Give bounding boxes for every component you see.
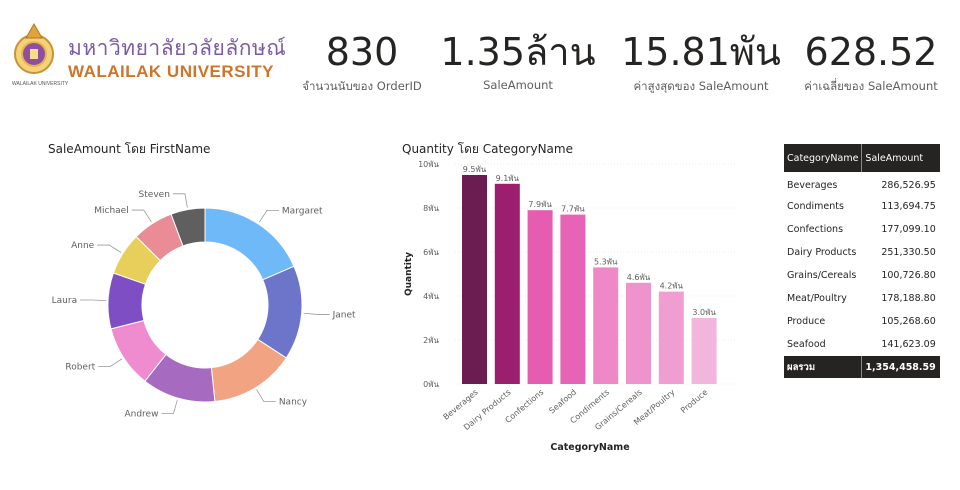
donut-chart[interactable]: Margaret Janet Nancy Andrew Robert Laura Anne M…: [40, 165, 360, 425]
kpi-card-avg-sale-amount[interactable]: 628.52 ค่าเฉลี่ยของ SaleAmount: [792, 30, 950, 96]
kpi-card-order-count[interactable]: 830 จำนวนนับของ OrderID: [300, 30, 424, 96]
donut-leader-line: [256, 389, 276, 402]
sale-amount-cell: 141,623.09: [881, 339, 936, 350]
bar-data-label: 7.7พัน: [561, 205, 585, 214]
sales-table[interactable]: CategoryName SaleAmount Beverages 286,526…: [784, 144, 940, 378]
donut-label-steven: Steven: [139, 190, 170, 200]
donut-slice-margaret[interactable]: [204, 207, 295, 281]
x-tick-label: Produce: [679, 388, 709, 416]
category-cell: Dairy Products: [787, 247, 857, 258]
table-row[interactable]: Beverages 286,526.95: [784, 172, 940, 195]
table-row[interactable]: Produce 105,268.60: [784, 310, 940, 333]
bar-data-label: 4.6พัน: [627, 273, 651, 282]
bar-grains-cereals[interactable]: [626, 282, 651, 384]
bar-chart-title: Quantity โดย CategoryName: [402, 142, 573, 156]
table-row[interactable]: Confections 177,099.10: [784, 218, 940, 241]
kpi-label: ค่าเฉลี่ยของ SaleAmount: [804, 79, 938, 93]
donut-chart-title: SaleAmount โดย FirstName: [48, 142, 211, 156]
table-row[interactable]: Dairy Products 251,330.50: [784, 241, 940, 264]
donut-label-robert: Robert: [65, 362, 95, 372]
column-header-category[interactable]: CategoryName: [784, 144, 862, 172]
donut-slice-steven[interactable]: [170, 207, 206, 247]
bar-seafood[interactable]: [560, 214, 586, 384]
category-cell: Seafood: [787, 339, 826, 350]
kpi-card-max-sale-amount[interactable]: 15.81พัน ค่าสูงสุดของ SaleAmount: [614, 30, 788, 96]
donut-label-margaret: Margaret: [282, 206, 323, 216]
category-cell: Grains/Cereals: [787, 270, 857, 281]
column-header-sale-amount[interactable]: SaleAmount: [861, 144, 940, 172]
sale-amount-cell: 100,726.80: [881, 270, 936, 281]
table-row[interactable]: Seafood 141,623.09: [784, 333, 940, 356]
sale-amount-cell: 178,188.80: [881, 293, 936, 304]
total-value: 1,354,458.59: [861, 356, 940, 378]
donut-label-janet: Janet: [332, 310, 356, 320]
bar-data-label: 3.0พัน: [692, 308, 716, 317]
y-tick-label: 0พัน: [423, 380, 439, 389]
logo-english-text: WALAILAK UNIVERSITY: [68, 62, 274, 81]
y-tick-label: 10พัน: [418, 160, 439, 169]
donut-leader-line: [80, 299, 107, 302]
total-label: ผลรวม: [784, 356, 862, 378]
bar-data-label: 4.2พัน: [660, 282, 684, 291]
donut-leader-line: [131, 209, 152, 223]
bar-dairy-products[interactable]: [494, 183, 520, 384]
donut-leader-line: [98, 358, 123, 367]
bar-condiments[interactable]: [593, 267, 619, 384]
category-cell: Produce: [787, 316, 826, 327]
kpi-value: 628.52: [804, 30, 938, 74]
x-axis-label: CategoryName: [550, 442, 629, 453]
y-tick-label: 8พัน: [423, 204, 439, 213]
university-seal-icon: [14, 22, 54, 74]
donut-leader-line: [303, 312, 330, 315]
logo-seal-caption: WALAILAK UNIVERSITY: [12, 81, 69, 87]
bar-beverages[interactable]: [462, 175, 487, 384]
donut-leader-line: [172, 193, 188, 208]
donut-label-michael: Michael: [94, 206, 128, 216]
donut-label-laura: Laura: [52, 296, 77, 306]
y-tick-label: 4พัน: [423, 292, 439, 301]
university-logo: มหาวิทยาลัยวลัยลักษณ์ WALAILAK UNIVERSIT…: [8, 18, 298, 98]
bar-data-label: 9.5พัน: [463, 165, 487, 174]
donut-label-nancy: Nancy: [279, 397, 308, 407]
kpi-value: 830: [325, 30, 399, 74]
donut-label-anne: Anne: [71, 241, 95, 251]
table-header-row: CategoryName SaleAmount: [784, 144, 940, 172]
y-tick-label: 6พัน: [423, 248, 439, 257]
sale-amount-cell: 105,268.60: [881, 316, 936, 327]
donut-leader-line: [161, 399, 178, 414]
donut-leader-line: [97, 244, 122, 253]
category-cell: Confections: [787, 224, 844, 235]
bar-produce[interactable]: [691, 318, 717, 384]
bar-chart[interactable]: 0พัน2พัน4พัน6พัน8พัน10พันQuantity9.5พันB…: [395, 150, 745, 460]
y-tick-label: 2พัน: [423, 336, 439, 345]
x-tick-label: Seafood: [547, 388, 578, 416]
kpi-card-sale-amount[interactable]: 1.35ล้าน SaleAmount: [428, 30, 608, 92]
sale-amount-cell: 251,330.50: [881, 247, 936, 258]
sale-amount-cell: 177,099.10: [881, 224, 936, 235]
table-row[interactable]: Grains/Cereals 100,726.80: [784, 264, 940, 287]
kpi-label: จำนวนนับของ OrderID: [302, 79, 422, 93]
sale-amount-cell: 286,526.95: [881, 180, 936, 191]
sale-amount-cell: 113,694.75: [881, 201, 936, 212]
category-cell: Meat/Poultry: [787, 293, 847, 304]
kpi-label: ค่าสูงสุดของ SaleAmount: [633, 79, 769, 93]
logo-thai-text: มหาวิทยาลัยวลัยลักษณ์: [68, 36, 287, 60]
kpi-value: 1.35ล้าน: [440, 30, 596, 74]
donut-leader-line: [258, 210, 279, 223]
category-cell: Condiments: [787, 201, 844, 212]
y-axis-label: Quantity: [404, 252, 414, 296]
table-row[interactable]: Meat/Poultry 178,188.80: [784, 287, 940, 310]
table-total-row: ผลรวม 1,354,458.59: [784, 356, 940, 378]
kpi-label: SaleAmount: [483, 78, 553, 92]
bar-data-label: 9.1พัน: [496, 174, 520, 183]
table-row[interactable]: Condiments 113,694.75: [784, 195, 940, 218]
bar-confections[interactable]: [527, 210, 553, 384]
bar-meat-poultry[interactable]: [658, 291, 684, 384]
category-cell: Beverages: [787, 180, 838, 191]
bar-data-label: 5.3พัน: [594, 257, 618, 266]
bar-data-label: 7.9พัน: [528, 200, 552, 209]
kpi-value: 15.81พัน: [621, 30, 781, 74]
donut-label-andrew: Andrew: [124, 410, 158, 420]
